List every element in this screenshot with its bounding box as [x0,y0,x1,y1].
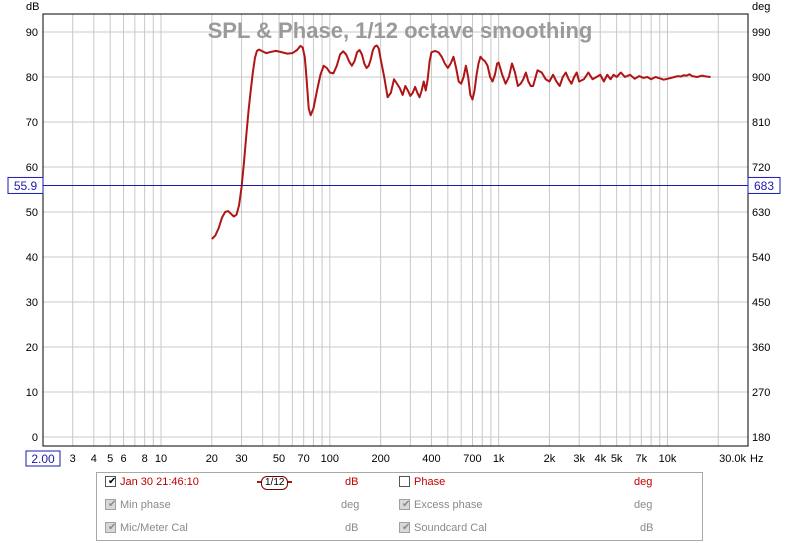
legend-label: Jan 30 21:46:10 [120,476,199,488]
legend-item-mic-cal[interactable]: ✔ Mic/Meter Cal [105,522,188,534]
y-left-tick-label: 90 [26,27,38,39]
legend-label: Phase [414,476,446,488]
y-right-tick-label: 720 [752,162,770,174]
trace-layer [211,44,711,240]
y-right-tick-label: 450 [752,297,770,309]
y-left-tick-label: 70 [26,117,38,129]
legend-unit: deg [634,476,653,488]
y-right-tick-label: 990 [752,27,770,39]
legend-unit: deg [634,499,653,511]
x-tick-label: 10k [659,453,677,465]
legend-row: ✔ Jan 30 21:46:10 1/12 dB Phase deg [97,473,702,493]
y-left-unit: dB [26,1,39,13]
x-start-label: 2.00 [31,452,55,466]
legend-unit: dB [345,522,359,534]
smoothing-control[interactable]: 1/12 [257,476,293,490]
y-left-tick-label: 20 [26,342,38,354]
y-left-tick-label: 40 [26,252,38,264]
grid [42,14,749,446]
plot-border [42,13,749,447]
x-tick-label: 5 [107,453,113,465]
x-tick-label: 100 [321,453,339,465]
x-tick-label: 2k [544,453,556,465]
excess-phase-checkbox[interactable]: ✔ [399,499,410,510]
legend-panel: ✔ Jan 30 21:46:10 1/12 dB Phase deg ✔ Min … [96,472,703,541]
x-tick-label: 3 [70,453,76,465]
x-tick-label: 200 [371,453,389,465]
y-right-tick-label: 540 [752,252,770,264]
legend-row: ✔ Mic/Meter Cal dB ✔ Soundcard Cal dB [97,519,702,539]
min-phase-checkbox[interactable]: ✔ [105,499,116,510]
cursor-right-label: 683 [754,179,774,193]
legend-unit: dB [345,476,359,488]
legend-unit: dB [640,522,654,534]
y-right-tick-label: 360 [752,342,770,354]
x-start-box [25,450,61,467]
y-left-tick-label: 80 [26,72,38,84]
check-icon: ✔ [108,476,117,487]
cursor-right-box [747,176,781,194]
chart-area: dB degHz010203040506070809018027036045054… [7,1,781,467]
y-right-tick-label: 180 [752,432,770,444]
legend-label: Mic/Meter Cal [120,522,188,534]
legend-item-phase[interactable]: Phase [399,476,445,488]
soundcard-cal-checkbox[interactable]: ✔ [399,522,410,533]
legend-item-min-phase[interactable]: ✔ Min phase [105,499,171,511]
legend-unit: deg [341,499,360,511]
x-tick-label: 30.0k [719,453,746,465]
axes: dB degHz010203040506070809018027036045054… [25,1,770,467]
measurement-checkbox[interactable]: ✔ [105,476,116,487]
x-unit: Hz [750,453,763,465]
y-left-tick-label: 50 [26,207,38,219]
x-tick-label: 8 [142,453,148,465]
legend-label: Min phase [120,499,171,511]
legend-item-soundcard-cal[interactable]: ✔ Soundcard Cal [399,522,487,534]
x-tick-label: 4k [594,453,606,465]
check-icon: ✔ [108,522,117,533]
mic-cal-checkbox[interactable]: ✔ [105,522,116,533]
check-icon: ✔ [108,499,117,510]
y-right-tick-label: 900 [752,72,770,84]
x-tick-label: 5k [611,453,623,465]
cursor-left-box [7,176,44,194]
x-tick-label: 30 [235,453,247,465]
x-tick-label: 1k [493,453,505,465]
y-right-tick-label: 270 [752,387,770,399]
legend-item-excess-phase[interactable]: ✔ Excess phase [399,499,482,511]
x-tick-label: 4 [91,453,97,465]
spl-trace [211,44,711,240]
legend-row: ✔ Min phase deg ✔ Excess phase deg [97,496,702,516]
chart-title: SPL & Phase, 1/12 octave smoothing [208,18,593,43]
y-right-unit: deg [752,1,770,13]
x-tick-label: 70 [298,453,310,465]
y-right-tick-label: 630 [752,207,770,219]
x-tick-label: 50 [273,453,285,465]
y-left-tick-label: 10 [26,387,38,399]
cursor-left-label: 55.9 [14,179,38,193]
x-tick-label: 10 [155,453,167,465]
legend-label: Excess phase [414,499,483,511]
legend-label: Soundcard Cal [414,522,487,534]
y-right-tick-label: 810 [752,117,770,129]
x-tick-label: 3k [573,453,585,465]
x-tick-label: 20 [206,453,218,465]
x-tick-label: 6 [120,453,126,465]
check-icon: ✔ [402,522,411,533]
cursor-layer[interactable]: 55.9 683 [7,176,781,194]
legend-item-measurement[interactable]: ✔ Jan 30 21:46:10 [105,476,199,488]
phase-checkbox[interactable] [399,476,410,487]
smoothing-badge[interactable]: 1/12 [261,476,289,490]
check-icon: ✔ [402,499,411,510]
y-left-tick-label: 60 [26,162,38,174]
y-left-tick-label: 0 [32,432,38,444]
y-left-tick-label: 30 [26,297,38,309]
x-tick-label: 700 [463,453,481,465]
x-tick-label: 400 [422,453,440,465]
x-tick-label: 7k [635,453,647,465]
